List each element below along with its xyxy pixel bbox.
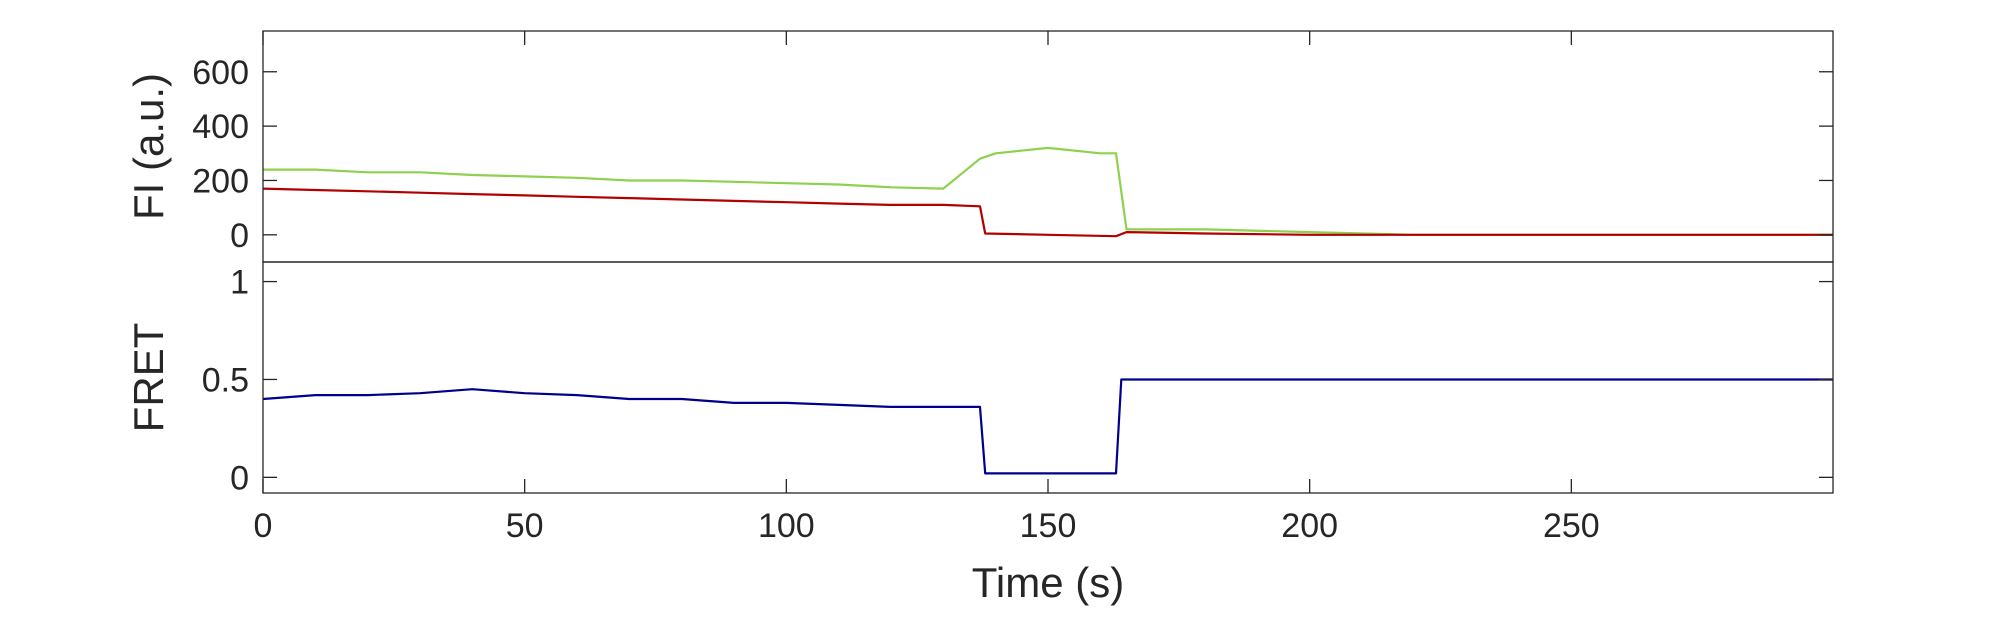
top-series-line-1 [262, 187, 1833, 238]
top-y-tick-label: 200 [192, 162, 249, 200]
top-plot-frame [262, 30, 1834, 263]
x-tick-label: 150 [1020, 507, 1077, 545]
x-tick-label: 200 [1281, 507, 1338, 545]
x-tick-label: 50 [506, 507, 544, 545]
x-axis-label: Time (s) [972, 559, 1124, 606]
top-y-axis-label: FI (a.u.) [125, 73, 172, 220]
bottom-y-tick-label: 1 [230, 264, 249, 302]
bottom-x-ticks: 0 50 100 150 200 250 [254, 31, 1600, 545]
bottom-series-line-0 [262, 378, 1833, 475]
x-tick-label: 100 [758, 507, 815, 545]
bottom-y-ticks: 00.51 [202, 264, 1833, 497]
bottom-y-axis-label: FRET [125, 323, 172, 433]
bottom-series-group [262, 378, 1833, 475]
top-series-line-0 [263, 146, 1833, 236]
top-y-tick-label: 600 [192, 54, 249, 92]
bottom-plot-frame [262, 261, 1834, 494]
top-y-tick-label: 0 [230, 217, 249, 255]
bottom-panel: 00.51 0 50 100 150 200 250 FRET Time (s) [125, 31, 1834, 606]
x-tick-label: 250 [1543, 507, 1600, 545]
x-tick-label: 0 [254, 507, 273, 545]
top-series-group [262, 146, 1833, 238]
top-y-ticks: 0 200 400 600 [192, 54, 1833, 255]
bottom-y-tick-label: 0.5 [202, 361, 249, 399]
top-panel: 0 200 400 600 FI (a.u.) [125, 30, 1834, 263]
bottom-y-tick-label: 0 [230, 459, 249, 497]
top-y-tick-label: 400 [192, 108, 249, 146]
